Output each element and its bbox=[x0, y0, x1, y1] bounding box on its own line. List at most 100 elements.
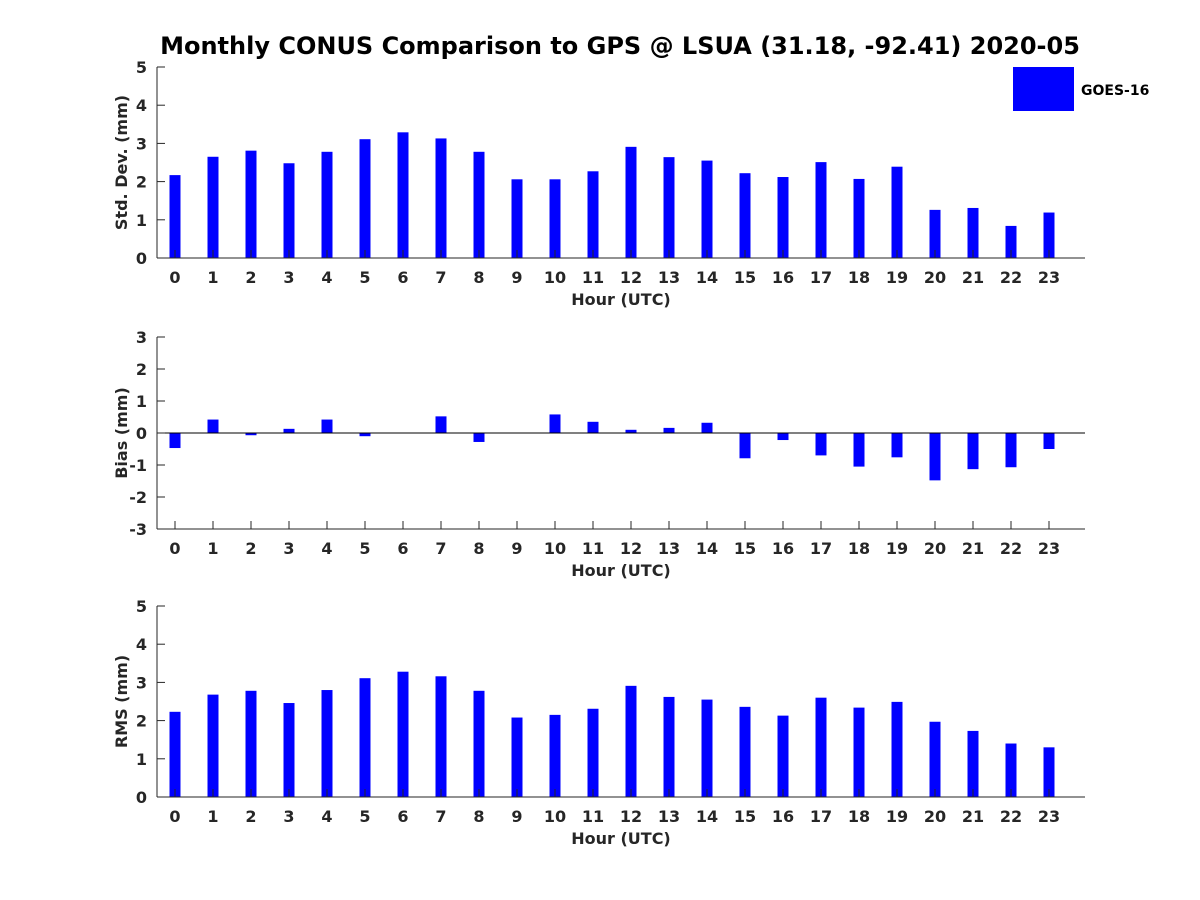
std-dev-xtick-label: 13 bbox=[658, 268, 680, 287]
std-dev-ytick-label: 1 bbox=[136, 211, 147, 230]
rms-ytick-label: 4 bbox=[136, 635, 147, 654]
bias-bar-1 bbox=[207, 419, 219, 433]
rms-bar-1 bbox=[207, 694, 219, 797]
rms-bar-17 bbox=[815, 697, 827, 797]
bias-xtick-label: 9 bbox=[511, 539, 522, 558]
rms-ytick-label: 2 bbox=[136, 712, 147, 731]
bias-xtick-label: 15 bbox=[734, 539, 756, 558]
bias-bar-10 bbox=[549, 414, 561, 433]
rms-xtick-label: 23 bbox=[1038, 807, 1060, 826]
bias-xtick-label: 8 bbox=[473, 539, 484, 558]
std-dev-xtick-label: 14 bbox=[696, 268, 718, 287]
std-dev-bar-18 bbox=[853, 178, 865, 258]
std-dev-xtick-label: 2 bbox=[245, 268, 256, 287]
rms-bar-6 bbox=[397, 671, 409, 797]
rms-bar-19 bbox=[891, 701, 903, 797]
std-dev-ytick-label: 2 bbox=[136, 173, 147, 192]
rms-bar-14 bbox=[701, 699, 713, 797]
std-dev-bar-3 bbox=[283, 163, 295, 258]
rms-y-label: RMS (mm) bbox=[112, 655, 131, 748]
std-dev-xtick-label: 6 bbox=[397, 268, 408, 287]
std-dev-xtick-label: 10 bbox=[544, 268, 566, 287]
bias-xtick-label: 13 bbox=[658, 539, 680, 558]
bias-xtick-label: 10 bbox=[544, 539, 566, 558]
std-dev-xtick-label: 8 bbox=[473, 268, 484, 287]
rms-xtick-label: 8 bbox=[473, 807, 484, 826]
bias-bar-21 bbox=[967, 433, 979, 470]
rms-x-label: Hour (UTC) bbox=[571, 829, 671, 848]
bias-xtick-label: 3 bbox=[283, 539, 294, 558]
bias-bar-7 bbox=[435, 416, 447, 433]
bias-ytick-label: -2 bbox=[129, 488, 147, 507]
bias-xtick-label: 18 bbox=[848, 539, 870, 558]
rms-xtick-label: 21 bbox=[962, 807, 984, 826]
rms-xtick-label: 5 bbox=[359, 807, 370, 826]
bias-bar-5 bbox=[359, 433, 371, 437]
legend-label: GOES-16 bbox=[1081, 83, 1149, 99]
std-dev-xtick-label: 12 bbox=[620, 268, 642, 287]
bias-xtick-label: 14 bbox=[696, 539, 718, 558]
bias-bar-19 bbox=[891, 433, 903, 458]
rms-xtick-label: 20 bbox=[924, 807, 946, 826]
rms-xtick-label: 0 bbox=[169, 807, 180, 826]
rms-ytick-label: 5 bbox=[136, 597, 147, 616]
rms-xtick-label: 13 bbox=[658, 807, 680, 826]
rms-bar-10 bbox=[549, 714, 561, 797]
bias-xtick-label: 1 bbox=[207, 539, 218, 558]
rms-xtick-label: 3 bbox=[283, 807, 294, 826]
std-dev-bar-17 bbox=[815, 162, 827, 258]
bias-xtick-label: 5 bbox=[359, 539, 370, 558]
std-dev-bar-23 bbox=[1043, 212, 1055, 258]
rms-bar-4 bbox=[321, 690, 333, 797]
bias-bar-16 bbox=[777, 433, 789, 441]
std-dev-ytick-label: 0 bbox=[136, 249, 147, 268]
std-dev-xtick-label: 22 bbox=[1000, 268, 1022, 287]
rms-bar-2 bbox=[245, 690, 257, 797]
bias-xtick-label: 6 bbox=[397, 539, 408, 558]
std-dev-xtick-label: 0 bbox=[169, 268, 180, 287]
rms-xtick-label: 7 bbox=[435, 807, 446, 826]
bias-ytick-label: -3 bbox=[129, 520, 147, 539]
rms-bar-8 bbox=[473, 690, 485, 797]
std-dev-bar-9 bbox=[511, 179, 523, 258]
bias-bar-13 bbox=[663, 427, 675, 433]
std-dev-bar-0 bbox=[169, 175, 181, 258]
bias-bar-0 bbox=[169, 433, 181, 449]
std-dev-bar-14 bbox=[701, 160, 713, 258]
rms-bar-21 bbox=[967, 730, 979, 797]
bias-bar-14 bbox=[701, 422, 713, 433]
bias-xtick-label: 2 bbox=[245, 539, 256, 558]
std-dev-xtick-label: 11 bbox=[582, 268, 604, 287]
rms-xtick-label: 10 bbox=[544, 807, 566, 826]
std-dev-xtick-label: 4 bbox=[321, 268, 332, 287]
std-dev-bar-1 bbox=[207, 156, 219, 258]
rms-xtick-label: 14 bbox=[696, 807, 718, 826]
rms-xtick-label: 17 bbox=[810, 807, 832, 826]
std-dev-xtick-label: 18 bbox=[848, 268, 870, 287]
bias-x-label: Hour (UTC) bbox=[571, 561, 671, 580]
std-dev-ytick-label: 5 bbox=[136, 58, 147, 77]
legend-swatch bbox=[1013, 67, 1074, 111]
bias-bar-20 bbox=[929, 433, 941, 481]
std-dev-bar-19 bbox=[891, 166, 903, 258]
bias-ytick-label: 0 bbox=[136, 424, 147, 443]
std-dev-bar-2 bbox=[245, 150, 257, 258]
rms-xtick-label: 12 bbox=[620, 807, 642, 826]
rms-ytick-label: 3 bbox=[136, 673, 147, 692]
rms-bar-3 bbox=[283, 703, 295, 797]
bias-ytick-label: -1 bbox=[129, 456, 147, 475]
rms-bar-0 bbox=[169, 711, 181, 797]
bias-bar-15 bbox=[739, 433, 751, 459]
std-dev-xtick-label: 16 bbox=[772, 268, 794, 287]
chart-title: Monthly CONUS Comparison to GPS @ LSUA (… bbox=[160, 32, 1080, 60]
std-dev-bar-16 bbox=[777, 177, 789, 258]
rms-bar-12 bbox=[625, 685, 637, 797]
std-dev-xtick-label: 7 bbox=[435, 268, 446, 287]
std-dev-bar-22 bbox=[1005, 225, 1017, 258]
bias-xtick-label: 17 bbox=[810, 539, 832, 558]
rms-xtick-label: 18 bbox=[848, 807, 870, 826]
std-dev-bar-7 bbox=[435, 138, 447, 258]
